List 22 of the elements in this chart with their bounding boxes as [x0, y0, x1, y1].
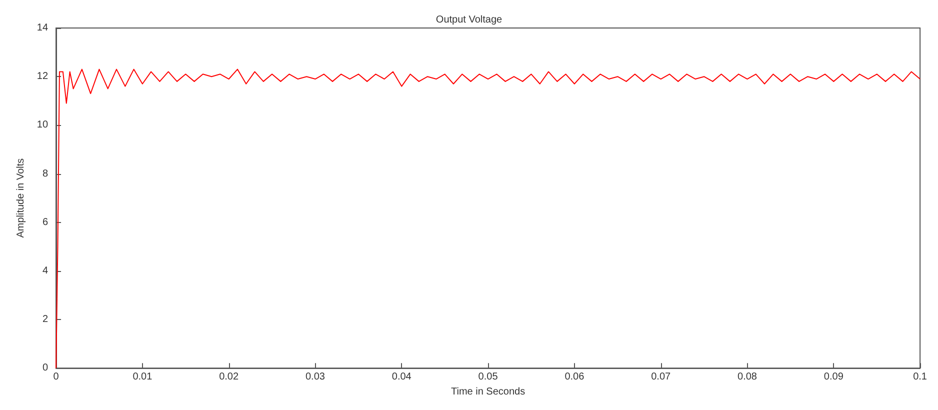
y-tick-label: 12 [36, 71, 48, 82]
x-tick-label: 0.02 [219, 372, 239, 383]
x-tick-label: 0.01 [132, 372, 153, 383]
y-tick-label: 8 [42, 168, 48, 180]
y-tick-label: 6 [42, 216, 48, 228]
chart-title: Output Voltage [436, 14, 503, 26]
x-tick-label: 0.06 [564, 372, 585, 383]
y-tick-label: 14 [36, 22, 48, 34]
x-tick-label: 0.04 [392, 372, 412, 383]
y-tick-label: 4 [42, 265, 48, 276]
y-tick-label: 0 [42, 362, 48, 374]
x-axis-title: Time in Seconds [450, 386, 526, 398]
y-axis-title: Amplitude in Volts [16, 158, 26, 238]
x-tick-label: 0.08 [738, 372, 758, 383]
x-tick-label: 0.09 [824, 372, 844, 383]
x-tick-label: 0.05 [478, 372, 498, 383]
x-tick-label: 0.1 [913, 372, 928, 383]
y-tick-label: 10 [36, 120, 48, 131]
x-tick-label: 0.03 [305, 372, 326, 383]
x-tick-label: 0.07 [651, 372, 672, 383]
x-tick-label: 0 [53, 372, 60, 383]
y-tick-label: 2 [42, 314, 48, 326]
